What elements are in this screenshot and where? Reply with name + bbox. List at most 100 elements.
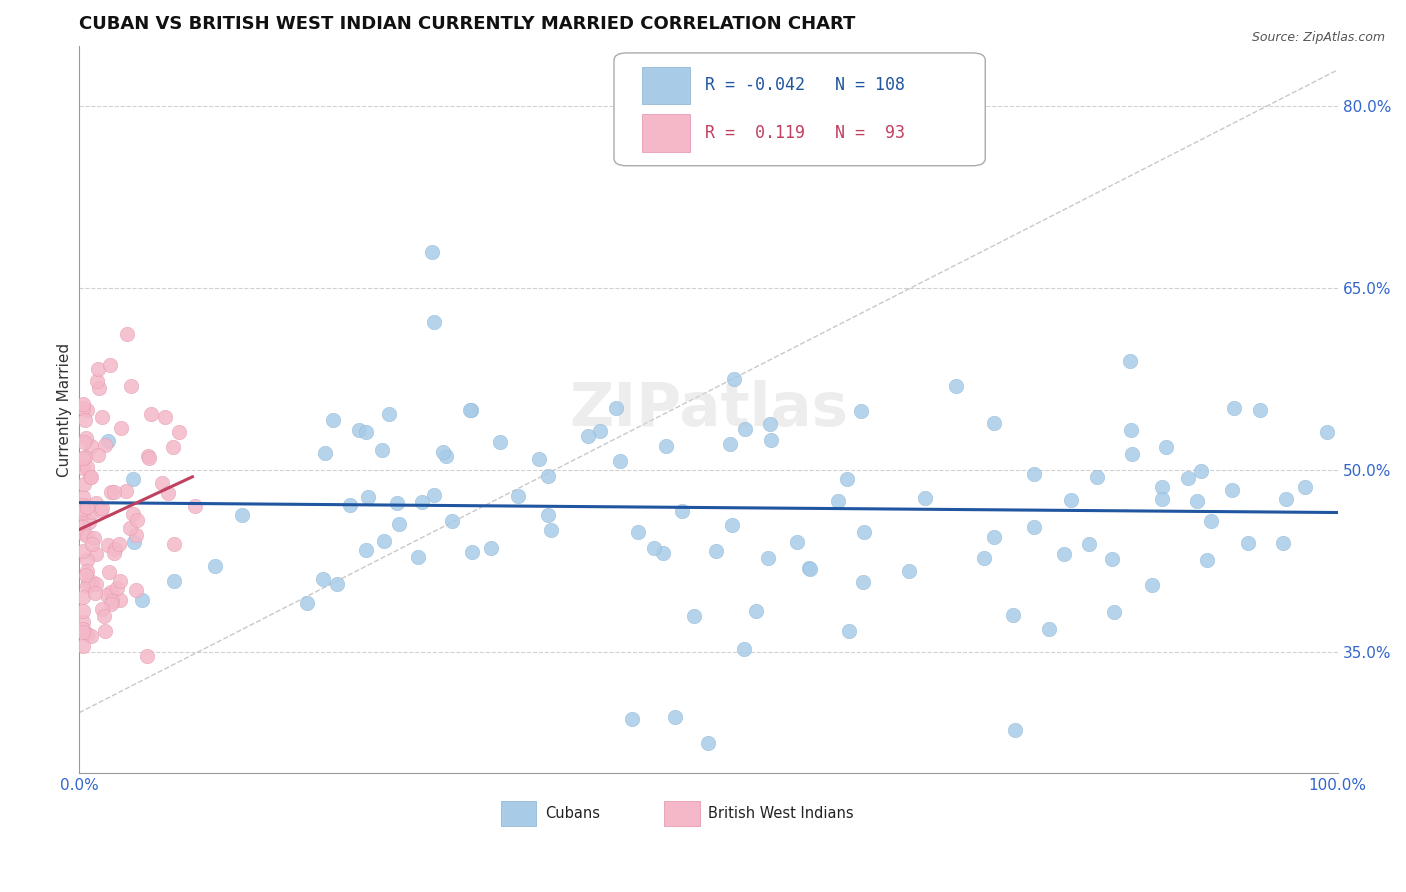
Point — [122, 507, 145, 521]
Point — [697, 736, 720, 750]
Point — [156, 486, 179, 500]
Point — [354, 425, 377, 439]
Point — [75, 450, 97, 464]
Point — [77, 575, 100, 590]
Point — [488, 434, 510, 449]
Text: ZIPatlas: ZIPatlas — [569, 380, 848, 439]
Point — [110, 421, 132, 435]
Point — [79, 470, 101, 484]
Point — [1199, 514, 1222, 528]
Point — [434, 449, 457, 463]
Point — [204, 559, 226, 574]
Point — [1237, 535, 1260, 549]
Point — [76, 627, 98, 641]
Point — [76, 460, 98, 475]
Point — [423, 315, 446, 329]
Point — [1177, 471, 1199, 485]
Point — [100, 597, 122, 611]
Point — [103, 541, 125, 556]
Point — [852, 525, 875, 540]
Point — [90, 503, 112, 517]
Point — [79, 577, 101, 591]
Point — [1119, 423, 1142, 437]
Point — [297, 596, 319, 610]
Point — [93, 608, 115, 623]
Point — [537, 468, 560, 483]
Point — [114, 484, 136, 499]
Point — [73, 413, 96, 427]
Point — [408, 549, 430, 564]
Point — [326, 577, 349, 591]
Point — [184, 500, 207, 514]
Point — [72, 401, 94, 416]
Point — [82, 505, 104, 519]
Point — [107, 536, 129, 550]
Point — [1002, 607, 1025, 622]
Point — [101, 594, 124, 608]
Text: R =  0.119   N =  93: R = 0.119 N = 93 — [704, 124, 904, 143]
Point — [609, 453, 631, 467]
Point — [87, 448, 110, 462]
Point — [1004, 723, 1026, 738]
Bar — [641, 114, 689, 152]
Point — [671, 504, 693, 518]
Point — [897, 564, 920, 578]
Point — [1152, 480, 1174, 494]
Point — [100, 585, 122, 599]
Point — [540, 524, 562, 538]
Point — [94, 437, 117, 451]
Point — [87, 362, 110, 376]
Point — [643, 541, 665, 556]
Point — [141, 407, 163, 421]
Point — [131, 592, 153, 607]
Point — [76, 579, 98, 593]
Point — [155, 409, 177, 424]
Bar — [664, 801, 700, 827]
Point — [1275, 492, 1298, 507]
Point — [73, 435, 96, 450]
Point — [163, 574, 186, 588]
Point — [125, 513, 148, 527]
Point — [422, 488, 444, 502]
Point — [357, 490, 380, 504]
Point — [72, 505, 94, 519]
Point — [373, 534, 395, 549]
Point — [150, 475, 173, 490]
Point — [837, 472, 859, 486]
Point — [97, 566, 120, 580]
Point — [136, 449, 159, 463]
Point — [86, 374, 108, 388]
Point — [460, 402, 482, 417]
Point — [138, 450, 160, 465]
Text: Cubans: Cubans — [544, 805, 600, 821]
Point — [91, 409, 114, 424]
Point — [576, 428, 599, 442]
Point — [76, 528, 98, 542]
Point — [627, 524, 650, 539]
Point — [135, 648, 157, 663]
Point — [84, 496, 107, 510]
Point — [80, 439, 103, 453]
Point — [103, 485, 125, 500]
Point — [1121, 447, 1143, 461]
Point — [1060, 492, 1083, 507]
Point — [1140, 578, 1163, 592]
Point — [1220, 483, 1243, 497]
Point — [411, 495, 433, 509]
Point — [733, 642, 755, 657]
Point — [589, 424, 612, 438]
Point — [1315, 425, 1337, 439]
Point — [479, 541, 502, 555]
Point — [72, 490, 94, 504]
Point — [76, 564, 98, 578]
Point — [110, 593, 132, 607]
Point — [339, 498, 361, 512]
Point — [72, 526, 94, 541]
Point — [506, 488, 529, 502]
Text: Source: ZipAtlas.com: Source: ZipAtlas.com — [1251, 31, 1385, 45]
Point — [1294, 480, 1316, 494]
Point — [621, 712, 644, 726]
Point — [838, 624, 860, 639]
Point — [76, 553, 98, 567]
Point — [983, 530, 1005, 544]
